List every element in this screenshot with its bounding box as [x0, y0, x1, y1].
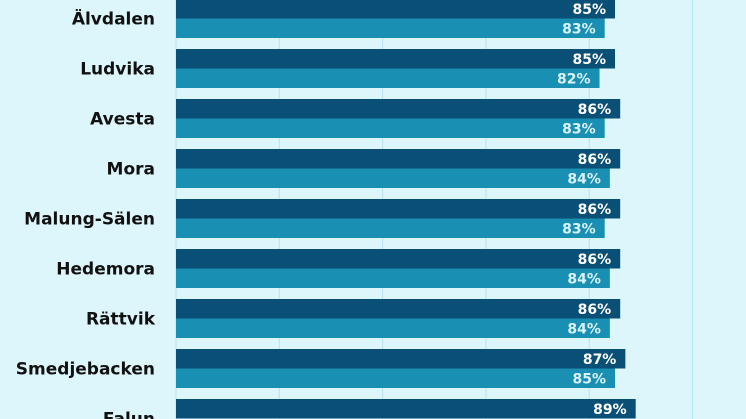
- value-label: 83%: [562, 221, 596, 237]
- value-label: 87%: [583, 352, 617, 368]
- value-label: 84%: [567, 271, 601, 287]
- category-label: Malung-Sälen: [24, 210, 155, 230]
- bar-series-2: [176, 368, 616, 388]
- bar-series-1: [176, 199, 621, 219]
- value-label: 86%: [578, 152, 612, 168]
- category-label: Hedemora: [56, 260, 155, 280]
- value-label: 89%: [593, 402, 627, 418]
- category-label: Rättvik: [86, 310, 156, 330]
- value-label: 85%: [573, 2, 607, 18]
- value-label: 86%: [578, 252, 612, 268]
- bar-series-1: [176, 249, 621, 269]
- bar-series-1: [176, 99, 621, 119]
- category-label: Smedjebacken: [16, 360, 155, 380]
- category-label: Älvdalen: [72, 8, 155, 30]
- value-label: 86%: [578, 302, 612, 318]
- bar-series-2: [176, 268, 610, 288]
- value-label: 86%: [578, 102, 612, 118]
- bar-series-1: [176, 149, 621, 169]
- labels: Älvdalen 85% 83% Ludvika 85% 82% Avesta 86% 83% M…: [16, 2, 627, 419]
- bar-series-2: [176, 118, 605, 138]
- value-label: 86%: [578, 202, 612, 218]
- category-label: Mora: [107, 160, 155, 180]
- value-label: 84%: [567, 321, 601, 337]
- bars: [176, 0, 636, 419]
- bar-series-1: [176, 399, 636, 419]
- value-label: 83%: [562, 21, 596, 37]
- bar-series-1: [176, 349, 626, 369]
- value-label: 85%: [573, 371, 607, 387]
- bar-series-1: [176, 0, 616, 19]
- bar-series-2: [176, 68, 600, 88]
- category-label: Ludvika: [80, 60, 155, 80]
- value-label: 85%: [573, 52, 607, 68]
- value-label: 84%: [567, 171, 601, 187]
- value-label: 83%: [562, 121, 596, 137]
- category-label: Avesta: [90, 110, 155, 130]
- bar-series-1: [176, 49, 616, 69]
- category-label: Falun: [103, 410, 155, 419]
- bar-series-2: [176, 318, 610, 338]
- bar-series-2: [176, 218, 605, 238]
- bar-series-2: [176, 168, 610, 188]
- value-label: 82%: [557, 71, 591, 87]
- bar-series-2: [176, 18, 605, 38]
- bar-series-1: [176, 299, 621, 319]
